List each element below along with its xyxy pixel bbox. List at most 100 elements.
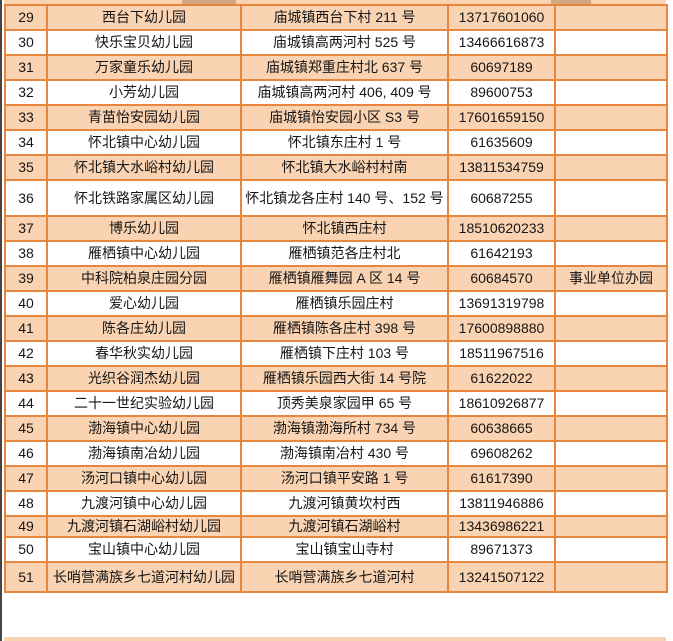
kindergarten-name-cell[interactable]: 中科院柏泉庄园分园 bbox=[46, 265, 242, 292]
kindergarten-name-cell[interactable]: 汤河口镇中心幼儿园 bbox=[46, 465, 242, 492]
phone-number-cell[interactable]: 61642193 bbox=[447, 240, 556, 267]
address-cell[interactable]: 庙城镇郑重庄村北 637 号 bbox=[240, 54, 449, 81]
phone-number-cell[interactable]: 18511967516 bbox=[447, 340, 556, 367]
kindergarten-name-cell[interactable]: 九渡河镇中心幼儿园 bbox=[46, 490, 242, 517]
phone-number-cell[interactable]: 13811534759 bbox=[447, 154, 556, 181]
phone-number-cell[interactable]: 61617390 bbox=[447, 465, 556, 492]
kindergarten-name-cell[interactable]: 万家童乐幼儿园 bbox=[46, 54, 242, 81]
kindergarten-name-cell[interactable]: 西台下幼儿园 bbox=[46, 4, 242, 31]
row-number-cell[interactable]: 47 bbox=[4, 465, 48, 492]
address-cell[interactable]: 庙城镇西台下村 211 号 bbox=[240, 4, 449, 31]
address-cell[interactable]: 雁栖镇陈各庄村 398 号 bbox=[240, 315, 449, 342]
kindergarten-name-cell[interactable]: 爱心幼儿园 bbox=[46, 290, 242, 317]
note-cell[interactable] bbox=[554, 129, 668, 156]
note-cell[interactable] bbox=[554, 29, 668, 56]
note-cell[interactable] bbox=[554, 536, 668, 563]
address-cell[interactable]: 雁栖镇下庄村 103 号 bbox=[240, 340, 449, 367]
phone-number-cell[interactable]: 60697189 bbox=[447, 54, 556, 81]
row-number-cell[interactable]: 51 bbox=[4, 561, 48, 593]
kindergarten-name-cell[interactable]: 渤海镇南冶幼儿园 bbox=[46, 440, 242, 467]
row-number-cell[interactable]: 33 bbox=[4, 104, 48, 131]
kindergarten-name-cell[interactable]: 雁栖镇中心幼儿园 bbox=[46, 240, 242, 267]
row-number-cell[interactable]: 39 bbox=[4, 265, 48, 292]
kindergarten-name-cell[interactable]: 小芳幼儿园 bbox=[46, 79, 242, 106]
phone-number-cell[interactable]: 13241507122 bbox=[447, 561, 556, 593]
row-number-cell[interactable]: 29 bbox=[4, 4, 48, 31]
phone-number-cell[interactable]: 13436986221 bbox=[447, 515, 556, 538]
phone-number-cell[interactable]: 17601659150 bbox=[447, 104, 556, 131]
kindergarten-name-cell[interactable]: 青苗怡安园幼儿园 bbox=[46, 104, 242, 131]
address-cell[interactable]: 庙城镇高两河村 525 号 bbox=[240, 29, 449, 56]
note-cell[interactable] bbox=[554, 79, 668, 106]
phone-number-cell[interactable]: 60684570 bbox=[447, 265, 556, 292]
kindergarten-name-cell[interactable]: 长哨营满族乡七道河村幼儿园 bbox=[46, 561, 242, 593]
kindergarten-name-cell[interactable]: 渤海镇中心幼儿园 bbox=[46, 415, 242, 442]
kindergarten-name-cell[interactable]: 二十一世纪实验幼儿园 bbox=[46, 390, 242, 417]
row-number-cell[interactable]: 32 bbox=[4, 79, 48, 106]
phone-number-cell[interactable]: 61635609 bbox=[447, 129, 556, 156]
row-number-cell[interactable]: 48 bbox=[4, 490, 48, 517]
kindergarten-name-cell[interactable]: 怀北镇中心幼儿园 bbox=[46, 129, 242, 156]
note-cell[interactable] bbox=[554, 465, 668, 492]
address-cell[interactable]: 庙城镇怡安园小区 S3 号 bbox=[240, 104, 449, 131]
row-number-cell[interactable]: 42 bbox=[4, 340, 48, 367]
address-cell[interactable]: 渤海镇南冶村 430 号 bbox=[240, 440, 449, 467]
row-number-cell[interactable]: 43 bbox=[4, 365, 48, 392]
note-cell[interactable] bbox=[554, 490, 668, 517]
address-cell[interactable]: 顶秀美泉家园甲 65 号 bbox=[240, 390, 449, 417]
address-cell[interactable]: 雁栖镇乐园庄村 bbox=[240, 290, 449, 317]
address-cell[interactable]: 雁栖镇乐园西大街 14 号院 bbox=[240, 365, 449, 392]
row-number-cell[interactable]: 31 bbox=[4, 54, 48, 81]
row-number-cell[interactable]: 40 bbox=[4, 290, 48, 317]
row-number-cell[interactable]: 34 bbox=[4, 129, 48, 156]
address-cell[interactable]: 九渡河镇黄坎村西 bbox=[240, 490, 449, 517]
note-cell[interactable] bbox=[554, 215, 668, 242]
note-cell[interactable] bbox=[554, 561, 668, 593]
address-cell[interactable]: 怀北镇东庄村 1 号 bbox=[240, 129, 449, 156]
phone-number-cell[interactable]: 13691319798 bbox=[447, 290, 556, 317]
note-cell[interactable] bbox=[554, 340, 668, 367]
kindergarten-name-cell[interactable]: 怀北镇大水峪村幼儿园 bbox=[46, 154, 242, 181]
note-cell[interactable] bbox=[554, 4, 668, 31]
phone-number-cell[interactable]: 13717601060 bbox=[447, 4, 556, 31]
row-number-cell[interactable]: 44 bbox=[4, 390, 48, 417]
row-number-cell[interactable]: 37 bbox=[4, 215, 48, 242]
phone-number-cell[interactable]: 17600898880 bbox=[447, 315, 556, 342]
note-cell[interactable] bbox=[554, 104, 668, 131]
kindergarten-name-cell[interactable]: 春华秋实幼儿园 bbox=[46, 340, 242, 367]
row-number-cell[interactable]: 36 bbox=[4, 179, 48, 217]
note-cell[interactable] bbox=[554, 315, 668, 342]
row-number-cell[interactable]: 41 bbox=[4, 315, 48, 342]
address-cell[interactable]: 雁栖镇雁舞园 A 区 14 号 bbox=[240, 265, 449, 292]
address-cell[interactable]: 怀北镇大水峪村村南 bbox=[240, 154, 449, 181]
row-number-cell[interactable]: 30 bbox=[4, 29, 48, 56]
phone-number-cell[interactable]: 18510620233 bbox=[447, 215, 556, 242]
address-cell[interactable]: 怀北镇西庄村 bbox=[240, 215, 449, 242]
note-cell[interactable] bbox=[554, 290, 668, 317]
note-cell[interactable] bbox=[554, 240, 668, 267]
row-number-cell[interactable]: 38 bbox=[4, 240, 48, 267]
phone-number-cell[interactable]: 89671373 bbox=[447, 536, 556, 563]
note-cell[interactable] bbox=[554, 415, 668, 442]
note-cell[interactable] bbox=[554, 54, 668, 81]
row-number-cell[interactable]: 49 bbox=[4, 515, 48, 538]
row-number-cell[interactable]: 45 bbox=[4, 415, 48, 442]
note-cell[interactable] bbox=[554, 365, 668, 392]
address-cell[interactable]: 渤海镇渤海所村 734 号 bbox=[240, 415, 449, 442]
note-cell[interactable] bbox=[554, 154, 668, 181]
address-cell[interactable]: 九渡河镇石湖峪村 bbox=[240, 515, 449, 538]
phone-number-cell[interactable]: 18610926877 bbox=[447, 390, 556, 417]
address-cell[interactable]: 汤河口镇平安路 1 号 bbox=[240, 465, 449, 492]
note-cell[interactable]: 事业单位办园 bbox=[554, 265, 668, 292]
row-number-cell[interactable]: 35 bbox=[4, 154, 48, 181]
note-cell[interactable] bbox=[554, 390, 668, 417]
kindergarten-name-cell[interactable]: 光织谷润杰幼儿园 bbox=[46, 365, 242, 392]
address-cell[interactable]: 宝山镇宝山寺村 bbox=[240, 536, 449, 563]
phone-number-cell[interactable]: 60638665 bbox=[447, 415, 556, 442]
kindergarten-name-cell[interactable]: 宝山镇中心幼儿园 bbox=[46, 536, 242, 563]
phone-number-cell[interactable]: 60687255 bbox=[447, 179, 556, 217]
phone-number-cell[interactable]: 89600753 bbox=[447, 79, 556, 106]
kindergarten-name-cell[interactable]: 陈各庄幼儿园 bbox=[46, 315, 242, 342]
address-cell[interactable]: 长哨营满族乡七道河村 bbox=[240, 561, 449, 593]
phone-number-cell[interactable]: 13811946886 bbox=[447, 490, 556, 517]
